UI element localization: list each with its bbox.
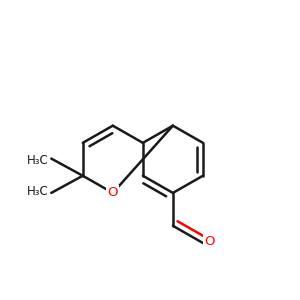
Text: H₃C: H₃C (27, 185, 48, 198)
Text: O: O (204, 235, 215, 248)
Text: H₃C: H₃C (27, 154, 48, 166)
Text: O: O (108, 186, 118, 200)
